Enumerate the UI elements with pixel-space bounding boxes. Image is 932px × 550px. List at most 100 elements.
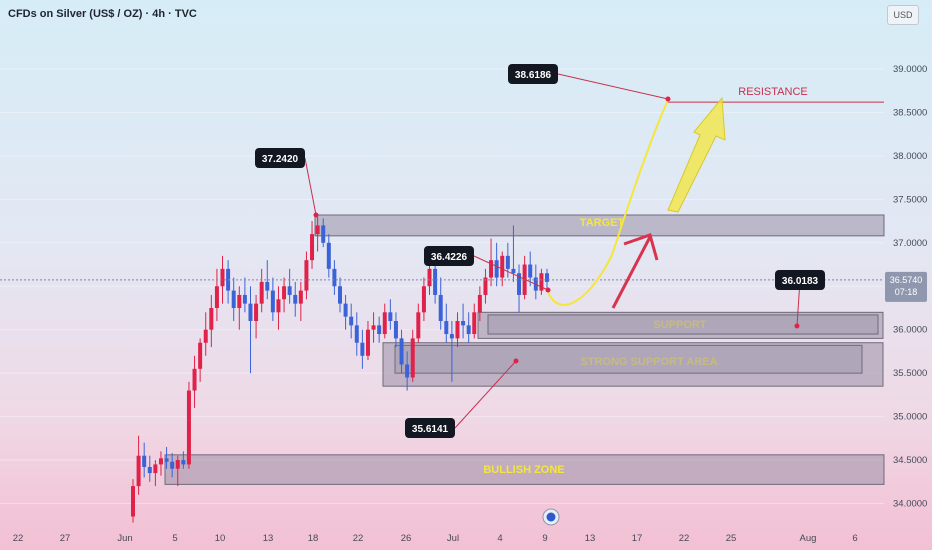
candle-body — [231, 290, 236, 308]
candle-body — [511, 268, 516, 274]
callout-anchor — [545, 287, 551, 293]
zone-label: BULLISH ZONE — [483, 464, 564, 476]
candle-body — [259, 281, 264, 304]
price-callout — [775, 270, 825, 290]
candle-body — [332, 268, 337, 287]
price-callout — [405, 418, 455, 438]
y-tick-label: 38.0000 — [893, 151, 927, 162]
candle-body — [326, 242, 331, 269]
candle-body — [438, 294, 443, 322]
candle-body — [494, 260, 499, 278]
callout-leader — [304, 157, 317, 216]
price-axis[interactable]: 39.000038.500038.000037.500037.000036.50… — [885, 64, 927, 510]
candle-body — [237, 294, 242, 308]
callout-leader — [473, 255, 549, 291]
candle-body — [276, 299, 281, 313]
grid-lines — [0, 68, 884, 504]
callout-anchor — [513, 358, 519, 364]
candle-body — [170, 461, 175, 469]
candle-body — [349, 316, 354, 326]
support-inner-box — [487, 314, 879, 335]
candle-body — [505, 255, 510, 269]
candle-body — [399, 338, 404, 365]
callout-anchor — [313, 212, 319, 218]
candle-body — [158, 458, 163, 465]
x-tick-label: 25 — [726, 533, 737, 544]
zone-bullish-zone — [164, 454, 885, 485]
candle-body — [365, 329, 370, 356]
candle-body — [338, 286, 342, 304]
x-tick-label: Aug — [800, 533, 817, 544]
x-tick-label: 18 — [308, 533, 319, 544]
candle-body — [433, 268, 438, 295]
candle-body — [181, 460, 186, 465]
candle-body — [248, 303, 253, 322]
candle-body — [147, 467, 152, 474]
y-tick-label: 37.0000 — [893, 238, 927, 249]
candle-body — [131, 486, 135, 517]
callout-anchor — [665, 96, 671, 102]
candle-body — [315, 225, 320, 235]
x-tick-label: 13 — [585, 533, 596, 544]
candle-body — [405, 364, 410, 378]
resistance-label: RESISTANCE — [738, 86, 807, 98]
current-price-label: 36.5740 — [890, 275, 923, 285]
candle-body — [198, 342, 203, 369]
candle-body — [528, 264, 533, 278]
candle-body — [449, 334, 454, 339]
y-tick-label: 34.0000 — [893, 499, 927, 510]
candle-body — [209, 307, 214, 330]
candle-body — [461, 321, 466, 326]
candle-body — [343, 303, 348, 317]
y-tick-label: 35.5000 — [893, 368, 927, 379]
x-tick-label: 27 — [60, 533, 71, 544]
annotations-layer: RESISTANCE 38.6186 37.2420 36.4226 36.0183 35… — [0, 64, 884, 438]
callout-leader — [454, 360, 517, 429]
candle-body — [500, 255, 505, 278]
candle-body — [377, 325, 382, 335]
price-callout — [508, 64, 558, 84]
current-price-tag — [885, 271, 927, 302]
candle-body — [186, 390, 191, 465]
x-tick-label: 4 — [497, 533, 502, 544]
candle-body — [310, 234, 315, 261]
x-tick-label: 22 — [13, 533, 24, 544]
candle-body — [142, 455, 147, 468]
x-tick-label: 10 — [215, 533, 226, 544]
candle-body — [371, 325, 376, 330]
candle-body — [254, 303, 259, 322]
y-tick-label: 39.0000 — [893, 64, 927, 75]
candle-body — [282, 286, 287, 300]
target-arrow — [667, 96, 726, 213]
x-tick-label: Jun — [117, 533, 132, 544]
y-tick-label: 38.5000 — [893, 107, 927, 118]
strong-support-inner-box — [394, 344, 863, 374]
red-arrow-shaft — [611, 236, 652, 309]
x-tick-label: Jul — [447, 533, 459, 544]
x-tick-label: 17 — [632, 533, 643, 544]
candle-body — [388, 312, 393, 322]
y-tick-label: 37.5000 — [893, 194, 927, 205]
candle-body — [192, 368, 197, 391]
candle-body — [545, 273, 549, 282]
candle-body — [153, 464, 158, 474]
currency-selector[interactable]: USD — [887, 5, 919, 25]
candle-body — [287, 286, 292, 295]
x-tick-label: 5 — [172, 533, 177, 544]
x-tick-label: 13 — [263, 533, 274, 544]
candle-body — [298, 290, 303, 304]
candle-body — [393, 321, 398, 339]
price-callout — [255, 148, 305, 168]
candle-body — [164, 458, 169, 462]
candle-body — [466, 325, 471, 335]
zone-label: TARGET — [580, 217, 625, 229]
candle-body — [354, 325, 359, 343]
symbol-title: CFDs on Silver (US$ / OZ) · 4h · TVC — [8, 8, 197, 20]
candle-body — [427, 268, 432, 287]
price-callout-label: 36.0183 — [782, 276, 819, 287]
candle-body — [220, 268, 225, 287]
time-axis[interactable]: 22 27 Jun 5 10 13 18 22 26 Jul 4 9 13 17 22 25 Aug 6 — [13, 508, 858, 544]
projection-curve — [547, 99, 669, 306]
x-tick-label: 9 — [542, 533, 547, 544]
